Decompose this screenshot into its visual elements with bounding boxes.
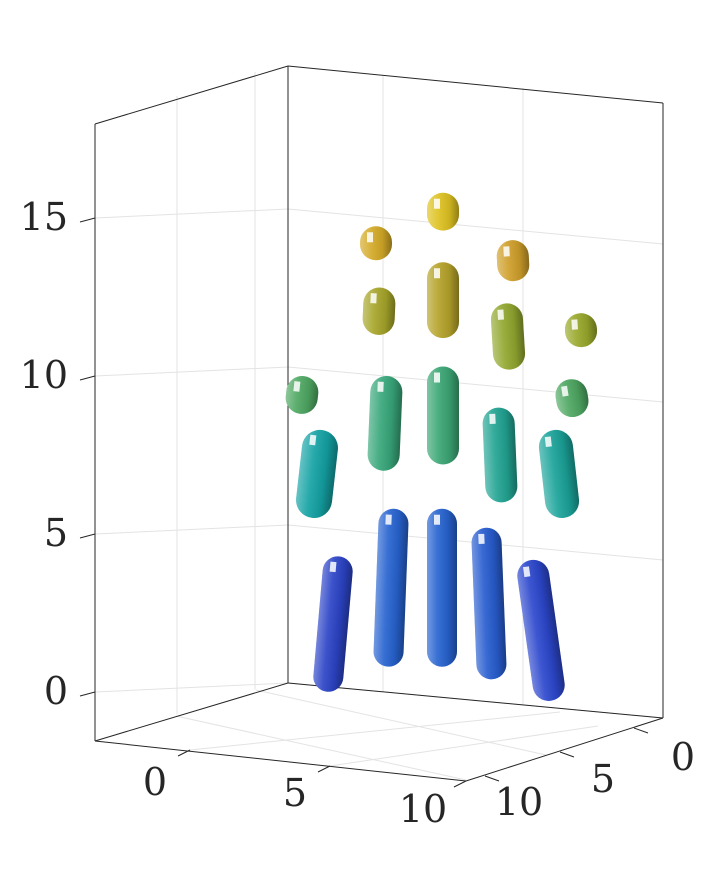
floor-grid-0 bbox=[189, 711, 561, 751]
capsule-row2-col2 bbox=[367, 376, 403, 471]
capsule-row2-col3 bbox=[427, 366, 459, 465]
capsule-shade-row1-col3 bbox=[427, 508, 457, 667]
capsule-highlight-row2-col1 bbox=[309, 434, 317, 446]
z-tick-label-10: 10 bbox=[20, 353, 68, 397]
capsule-highlight-row4-col4 bbox=[503, 246, 510, 257]
capsule-row3-col4 bbox=[490, 303, 526, 370]
capsule-highlight-row3-col3 bbox=[434, 268, 440, 279]
capsule-row3-col3 bbox=[427, 262, 459, 339]
capsule-row2-col4 bbox=[482, 407, 518, 503]
capsule-row1-col1 bbox=[313, 556, 353, 692]
capsule-shade-row3-col3 bbox=[427, 262, 459, 339]
capsule-shade-row3-col5 bbox=[555, 379, 589, 418]
capsule-row4-col3 bbox=[427, 192, 459, 231]
floor-grid-3 bbox=[255, 689, 547, 756]
tick-labels: 0 5 10 15 0 5 10 0 5 10 bbox=[20, 195, 695, 831]
z-grid-left-1 bbox=[94, 524, 289, 535]
x-tick-label-0: 0 bbox=[143, 760, 167, 804]
axis-edge-1 bbox=[94, 65, 289, 125]
y-tick-label-0: 0 bbox=[671, 735, 695, 779]
y-tick-label-5: 5 bbox=[591, 757, 615, 801]
capsule-highlight-row3-col4 bbox=[497, 309, 504, 320]
capsule-highlight-row2-col2 bbox=[377, 381, 384, 392]
capsule-shade-row2-col1 bbox=[296, 429, 338, 519]
z-tick-label-5: 5 bbox=[44, 511, 68, 555]
z-tick-2 bbox=[79, 375, 96, 381]
capsule-highlight-row1-col4 bbox=[478, 533, 485, 545]
z-tick-label-0: 0 bbox=[44, 669, 68, 713]
z-grid-back-3 bbox=[287, 208, 664, 245]
z-tick-1 bbox=[79, 533, 96, 539]
axis-edge-5 bbox=[94, 682, 289, 742]
y-tick-label-10: 10 bbox=[495, 780, 543, 824]
x-tick-2 bbox=[453, 780, 467, 788]
capsule-row1-col4 bbox=[471, 527, 507, 680]
capsule-shade-row1-col4 bbox=[471, 527, 507, 680]
capsule-row4-col5 bbox=[564, 313, 598, 348]
capsule-row2-col5 bbox=[538, 429, 580, 519]
capsule-highlight-row4-col3 bbox=[434, 198, 440, 209]
z-grid-back-2 bbox=[287, 366, 664, 403]
y-tick-1 bbox=[559, 751, 575, 758]
axis-edge-7 bbox=[94, 740, 467, 782]
z-grid-left-3 bbox=[94, 208, 289, 219]
capsule-shade-row2-col5 bbox=[538, 429, 580, 519]
capsule-highlight-row2-col4 bbox=[489, 413, 496, 425]
capsule-row2-col1 bbox=[296, 429, 338, 519]
capsule-shade-row3-col1 bbox=[285, 376, 319, 414]
z-grid-left-2 bbox=[94, 366, 289, 377]
capsule-shade-row1-col5 bbox=[517, 559, 565, 701]
capsule-highlight-row1-col5 bbox=[523, 566, 531, 578]
capsule-shade-row3-col4 bbox=[490, 303, 526, 370]
capsule-shade-row2-col3 bbox=[427, 366, 459, 465]
capsule-surfaces bbox=[285, 192, 598, 701]
x-tick-label-5: 5 bbox=[283, 771, 307, 815]
capsule-shade-row4-col2 bbox=[360, 226, 392, 261]
capsule-row1-col5 bbox=[517, 559, 565, 701]
capsule-highlight-row4-col2 bbox=[367, 232, 373, 243]
x-tick-1 bbox=[317, 765, 331, 773]
capsule-shade-row2-col2 bbox=[367, 376, 403, 471]
capsule-highlight-row1-col3 bbox=[434, 514, 440, 525]
capsule-shade-row4-col3 bbox=[427, 192, 459, 231]
axis-edge-6 bbox=[287, 682, 664, 719]
floor-grid-1 bbox=[329, 725, 599, 767]
z-tick-label-15: 15 bbox=[20, 195, 68, 239]
capsule-shade-row3-col2 bbox=[362, 287, 396, 335]
capsule-row3-col1 bbox=[285, 376, 319, 414]
capsule-row4-col2 bbox=[360, 226, 392, 261]
capsule-shade-row1-col1 bbox=[313, 556, 353, 692]
capsule-highlight-row1-col1 bbox=[329, 561, 337, 573]
y-tick-0 bbox=[633, 727, 649, 734]
floor-grid-2 bbox=[175, 715, 467, 781]
capsule-highlight-row3-col2 bbox=[370, 293, 377, 304]
capsule-shade-row4-col5 bbox=[564, 313, 598, 348]
z-tick-3 bbox=[79, 217, 96, 223]
capsule-highlight-row4-col5 bbox=[571, 319, 578, 330]
capsule-highlight-row3-col1 bbox=[293, 381, 301, 392]
y-tick-2 bbox=[484, 775, 500, 782]
axis-edge-8 bbox=[465, 717, 664, 782]
capsule-row1-col3 bbox=[427, 508, 457, 667]
capsule-shade-row2-col4 bbox=[482, 407, 518, 503]
grid-lines bbox=[94, 72, 664, 781]
z-grid-left-0 bbox=[94, 682, 289, 693]
capsule-row3-col2 bbox=[362, 287, 396, 335]
capsule-row4-col4 bbox=[496, 240, 530, 282]
z-tick-0 bbox=[79, 691, 96, 697]
capsule-highlight-row3-col5 bbox=[561, 385, 569, 397]
x-tick-0 bbox=[177, 749, 191, 757]
capsule-highlight-row2-col5 bbox=[544, 436, 552, 448]
capsule-row3-col5 bbox=[555, 379, 589, 418]
capsule-row1-col2 bbox=[373, 508, 409, 667]
capsule-shade-row4-col4 bbox=[496, 240, 530, 282]
capsule-highlight-row2-col3 bbox=[434, 372, 440, 383]
axis-edge-2 bbox=[287, 65, 664, 104]
axes-box bbox=[79, 65, 664, 788]
capsule-shade-row1-col2 bbox=[373, 508, 409, 667]
x-tick-label-10: 10 bbox=[399, 787, 447, 831]
capsule-highlight-row1-col2 bbox=[385, 514, 392, 525]
